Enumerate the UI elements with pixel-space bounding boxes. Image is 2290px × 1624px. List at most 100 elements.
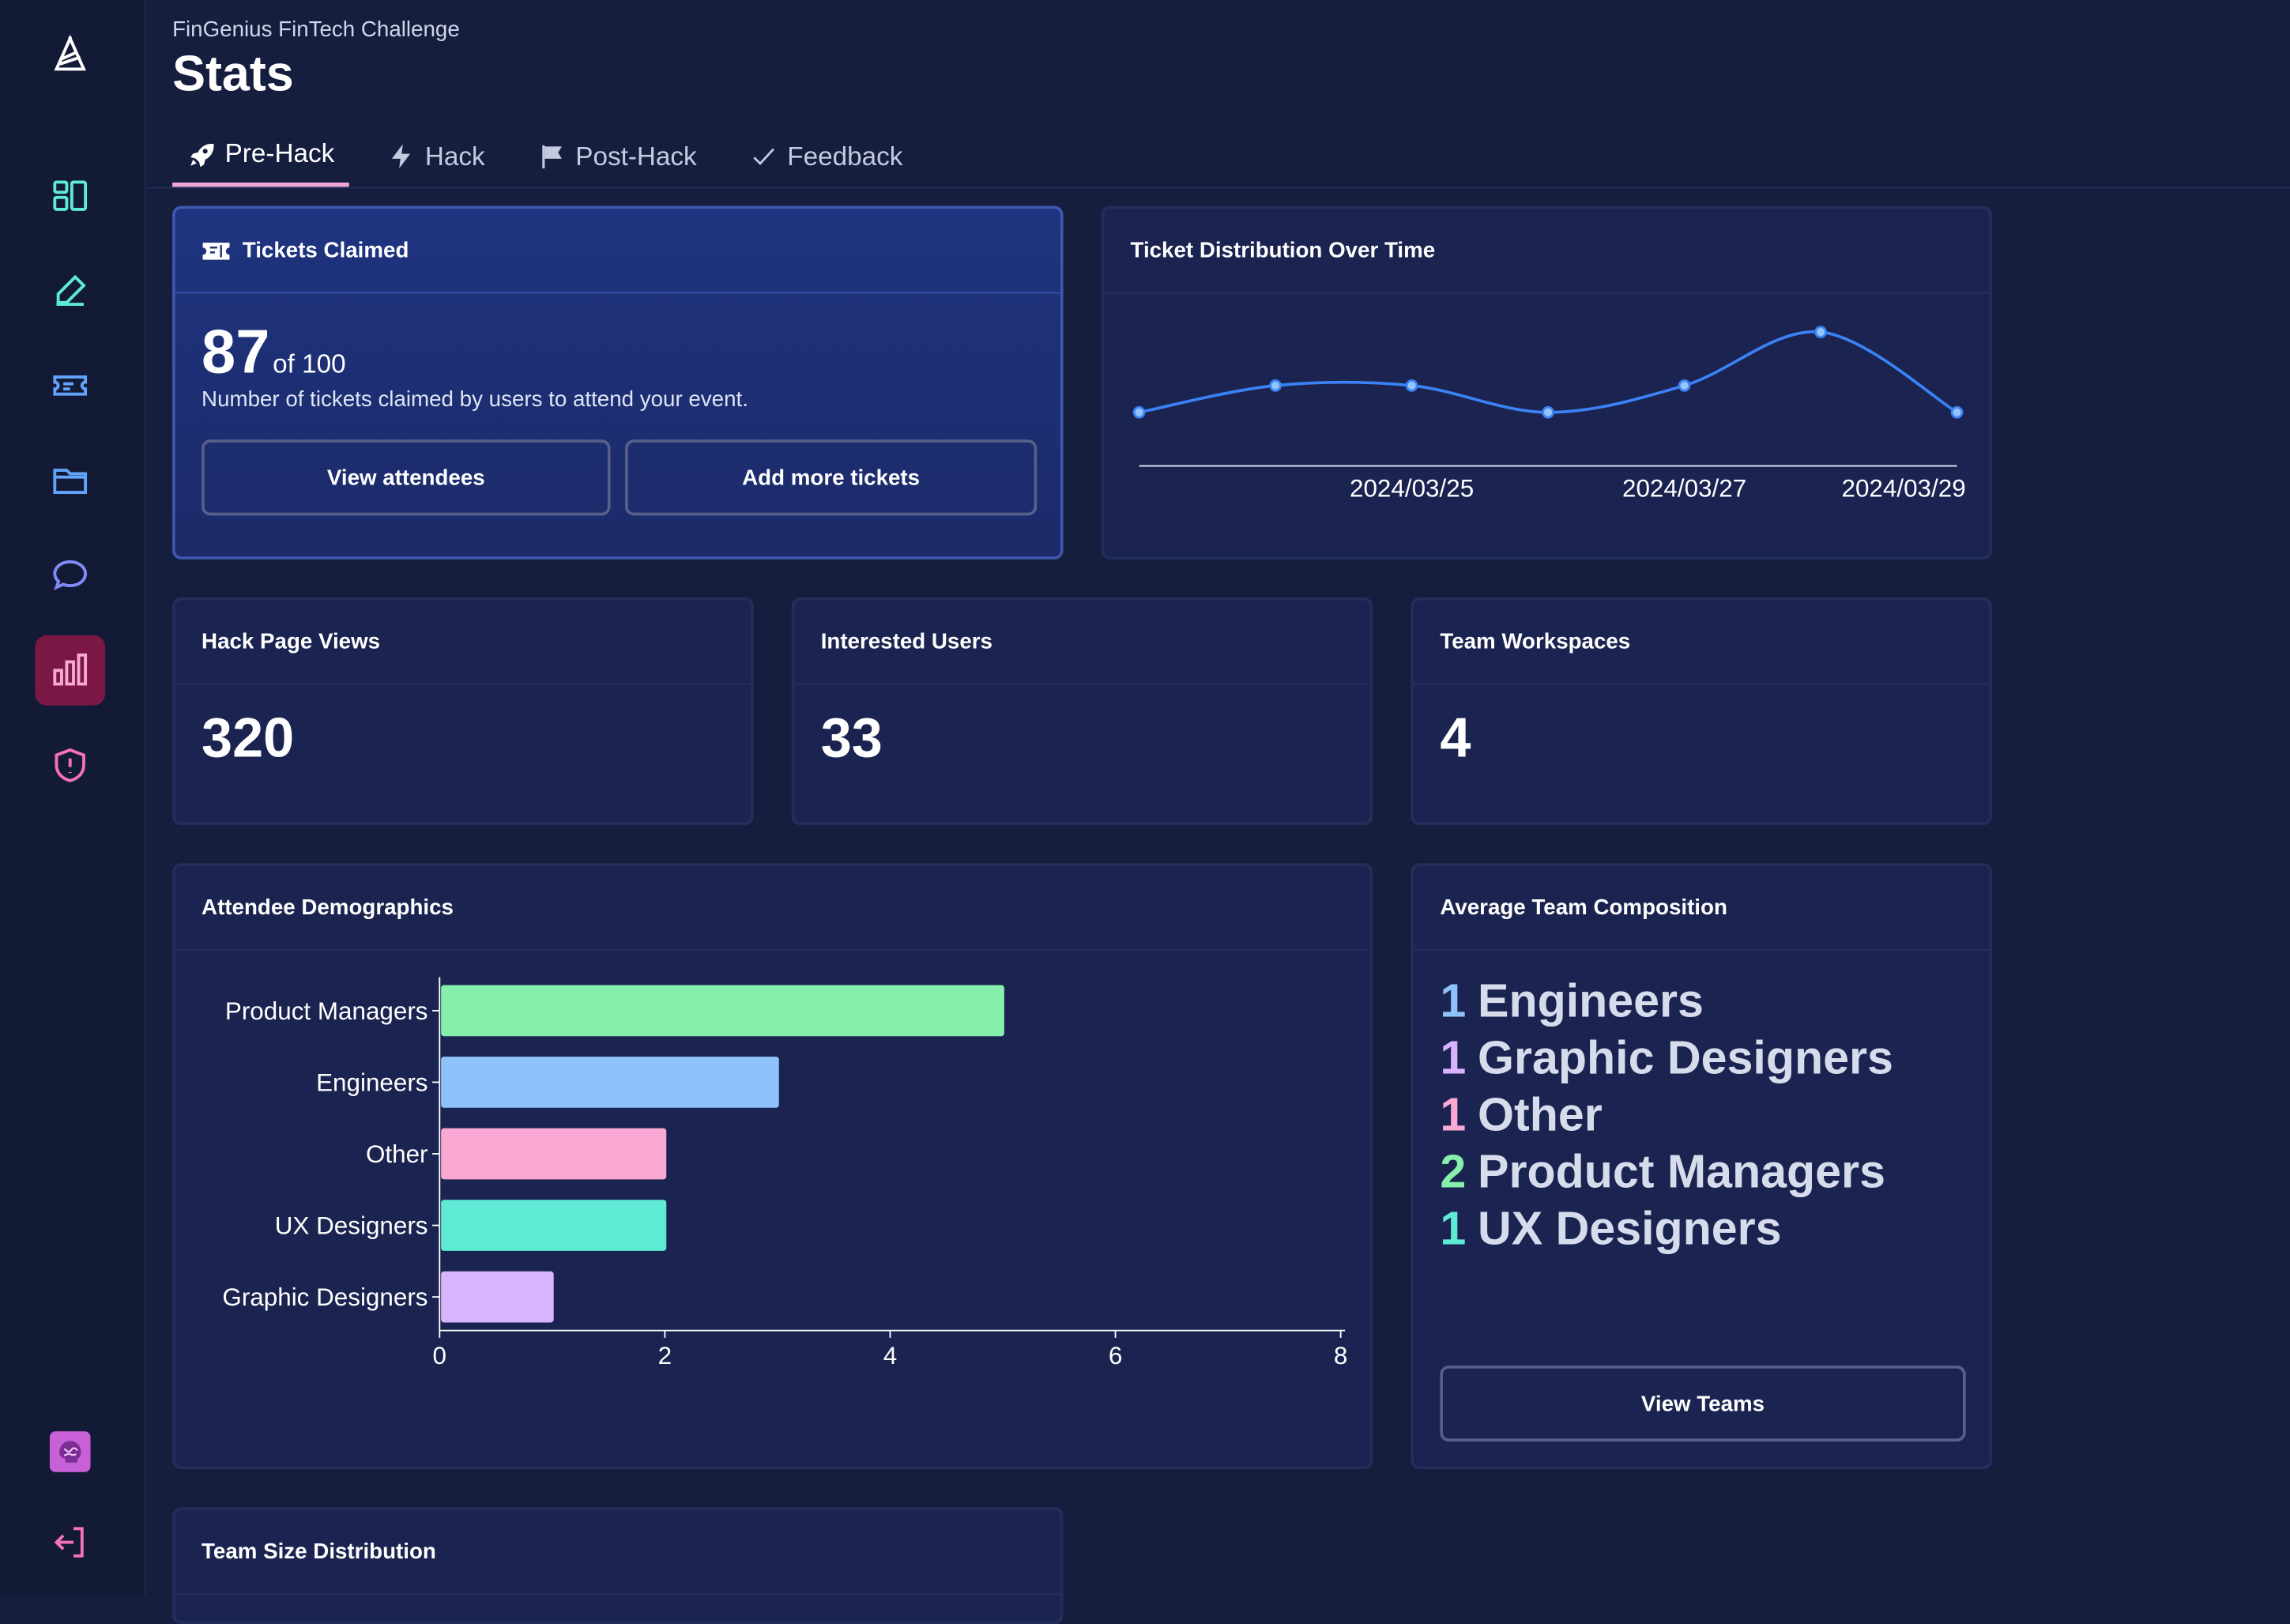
logout-icon[interactable] [35, 1507, 105, 1577]
category-label: UX Designers [275, 1212, 428, 1240]
tab-hack-label: Hack [424, 141, 485, 171]
chat-icon[interactable] [35, 541, 105, 611]
tickets-claimed-title: Tickets Claimed [242, 238, 409, 263]
composition-count: 2 [1440, 1144, 1467, 1198]
shield-alert-icon[interactable] [35, 730, 105, 801]
x-tick-label: 2024/03/25 [1350, 474, 1474, 502]
team-composition-header: Average Team Composition [1414, 866, 1990, 951]
tickets-description: Number of tickets claimed by users to at… [202, 386, 748, 413]
bar [441, 1271, 554, 1323]
demographics-card: Attendee Demographics Product Managers En… [172, 863, 1373, 1470]
tickets-claimed-card: Tickets Claimed 87 of 100 Number of tick… [172, 205, 1064, 560]
bar [441, 985, 1004, 1037]
ticket-icon [202, 242, 230, 259]
ticket-icon[interactable] [35, 351, 105, 421]
page-title: Stats [172, 47, 294, 103]
x-tick-label: 0 [433, 1342, 446, 1370]
data-point [1814, 326, 1827, 338]
ticket-distribution-header: Ticket Distribution Over Time [1104, 209, 1990, 294]
demographics-chart: Product Managers Engineers Other UX Designe… [222, 977, 1347, 1370]
data-point [1132, 405, 1146, 419]
composition-role: Engineers [1478, 974, 1704, 1027]
team-size-title: Team Size Distribution [202, 1539, 436, 1565]
data-point [1269, 379, 1282, 392]
composition-count: 1 [1440, 1031, 1467, 1084]
demographics-title: Attendee Demographics [202, 895, 454, 921]
interested-users-title: Interested Users [820, 629, 992, 654]
tickets-total-label: of 100 [273, 349, 346, 379]
view-attendees-button[interactable]: View attendees [202, 439, 611, 516]
tab-pre-hack[interactable]: Pre-Hack [172, 126, 349, 187]
composition-count: 1 [1440, 1087, 1467, 1141]
brain-avatar-icon[interactable] [35, 1417, 105, 1487]
data-point [1542, 405, 1554, 419]
composition-role: Product Managers [1478, 1144, 1885, 1198]
composition-item: 1 Engineers [1440, 974, 1704, 1028]
dashboard-icon[interactable] [35, 160, 105, 231]
tabs-divider [145, 187, 2290, 189]
edit-icon[interactable] [35, 255, 105, 326]
series-line [1139, 330, 1958, 414]
check-icon [753, 148, 775, 165]
page-views-value: 320 [202, 708, 295, 770]
team-size-header: Team Size Distribution [175, 1510, 1060, 1596]
team-workspaces-value: 4 [1440, 708, 1471, 770]
tickets-count: 87 of 100 [202, 317, 346, 387]
bar [441, 1057, 779, 1108]
add-more-tickets-button[interactable]: Add more tickets [625, 439, 1038, 516]
composition-item: 2 Product Managers [1440, 1145, 1885, 1199]
x-tick-label: 6 [1109, 1342, 1122, 1370]
data-point [1678, 379, 1691, 392]
composition-count: 1 [1440, 974, 1467, 1027]
event-name: FinGenius FinTech Challenge [172, 17, 460, 43]
x-tick-label: 4 [883, 1342, 897, 1370]
view-teams-button[interactable]: View Teams [1440, 1365, 1966, 1442]
composition-item: 1 Other [1440, 1088, 1602, 1142]
tickets-claimed-header: Tickets Claimed [175, 209, 1060, 294]
data-point [1405, 379, 1418, 392]
interested-users-header: Interested Users [794, 601, 1370, 685]
flag-icon [542, 145, 562, 169]
tab-pre-hack-label: Pre-Hack [224, 138, 335, 168]
tab-feedback[interactable]: Feedback [735, 126, 917, 187]
ticket-distribution-card: Ticket Distribution Over Time 2024/03/25… [1101, 205, 1992, 560]
tab-hack[interactable]: Hack [372, 126, 499, 187]
page-views-card: Hack Page Views 320 [172, 597, 754, 826]
bar [441, 1128, 667, 1180]
composition-count: 1 [1440, 1201, 1467, 1255]
ticket-distribution-title: Ticket Distribution Over Time [1130, 238, 1436, 263]
x-tick-label: 2 [658, 1342, 672, 1370]
team-composition-card: Average Team Composition 1 Engineers 1 Grap… [1411, 863, 1992, 1470]
bar [441, 1200, 667, 1251]
team-workspaces-card: Team Workspaces 4 [1411, 597, 1992, 826]
composition-item: 1 UX Designers [1440, 1202, 1781, 1256]
folder-icon[interactable] [35, 446, 105, 516]
rocket-icon [190, 143, 214, 167]
tab-post-hack-label: Post-Hack [575, 141, 697, 171]
x-tick-label: 2024/03/27 [1622, 474, 1746, 502]
team-workspaces-header: Team Workspaces [1414, 601, 1990, 685]
ticket-distribution-chart: 2024/03/25 2024/03/27 2024/03/29 [1132, 326, 1966, 502]
x-tick-label: 8 [1334, 1342, 1347, 1370]
composition-role: UX Designers [1478, 1201, 1782, 1255]
x-tick-label: 2024/03/29 [1841, 474, 1965, 502]
composition-item: 1 Graphic Designers [1440, 1031, 1893, 1085]
category-label: Graphic Designers [222, 1283, 427, 1311]
composition-role: Other [1478, 1087, 1603, 1141]
demographics-header: Attendee Demographics [175, 866, 1370, 951]
category-label: Product Managers [225, 997, 428, 1025]
page-views-header: Hack Page Views [175, 601, 751, 685]
team-workspaces-title: Team Workspaces [1440, 629, 1631, 654]
category-label: Engineers [316, 1069, 427, 1097]
bar-chart-icon[interactable] [35, 635, 106, 706]
sidebar [0, 0, 146, 1596]
category-label: Other [366, 1140, 428, 1168]
team-composition-title: Average Team Composition [1440, 895, 1727, 921]
tab-post-hack[interactable]: Post-Hack [523, 126, 711, 187]
tickets-claimed-value: 87 [202, 317, 270, 386]
interested-users-card: Interested Users 33 [791, 597, 1373, 826]
composition-role: Graphic Designers [1478, 1031, 1893, 1084]
team-size-card: Team Size Distribution [172, 1507, 1064, 1624]
page-views-title: Hack Page Views [202, 629, 381, 654]
logo-icon[interactable] [35, 21, 105, 91]
